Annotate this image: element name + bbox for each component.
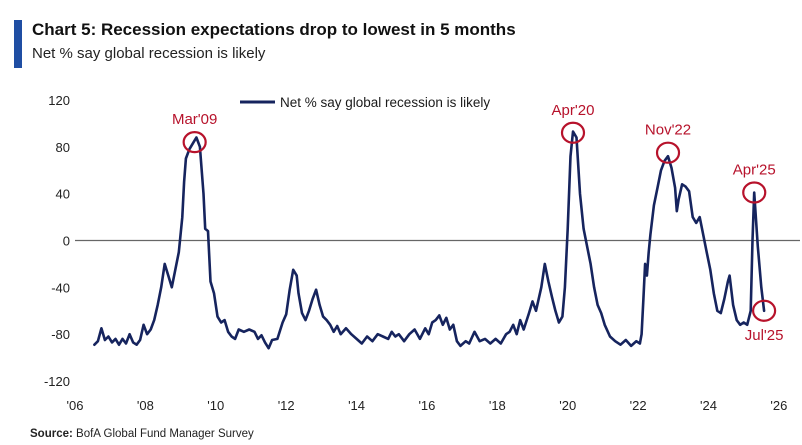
y-tick-label: 40 (56, 187, 70, 202)
annotation-label: Nov'22 (645, 122, 691, 139)
series-line (93, 130, 766, 350)
legend-label: Net % say global recession is likely (280, 95, 490, 110)
x-tick-label: '12 (278, 398, 295, 413)
annotation-label: Apr'20 (552, 102, 595, 119)
y-tick-label: 80 (56, 140, 70, 155)
x-tick-label: '18 (489, 398, 506, 413)
x-tick-label: '14 (348, 398, 365, 413)
x-tick-label: '20 (559, 398, 576, 413)
annotation-circle (742, 181, 767, 204)
source-text: BofA Global Fund Manager Survey (76, 428, 254, 440)
chart-title: Chart 5: Recession expectations drop to … (32, 20, 516, 39)
x-tick-label: '08 (137, 398, 154, 413)
x-tick-label: '16 (418, 398, 435, 413)
annotation-circle (560, 121, 586, 144)
annotation-circle (752, 299, 777, 322)
x-tick-label: '26 (770, 398, 787, 413)
x-tick-label: '24 (700, 398, 717, 413)
annotation-label: Jul'25 (745, 327, 784, 344)
x-tick-label: '10 (207, 398, 224, 413)
source-note: Source: BofA Global Fund Manager Survey (30, 428, 254, 440)
chart-subtitle: Net % say global recession is likely (32, 45, 266, 62)
y-tick-label: -120 (44, 374, 70, 389)
annotation-label: Apr'25 (733, 161, 776, 178)
annotation-label: Mar'09 (172, 111, 217, 128)
annotation-circle (655, 141, 681, 164)
annotation-circle (182, 131, 207, 154)
title-accent-bar (14, 20, 22, 68)
x-tick-label: '06 (67, 398, 84, 413)
y-tick-label: -80 (51, 327, 70, 342)
y-tick-label: 0 (63, 234, 70, 249)
source-label: Source: (30, 428, 73, 440)
y-tick-label: 120 (48, 93, 70, 108)
y-tick-label: -40 (51, 280, 70, 295)
x-tick-label: '22 (630, 398, 647, 413)
